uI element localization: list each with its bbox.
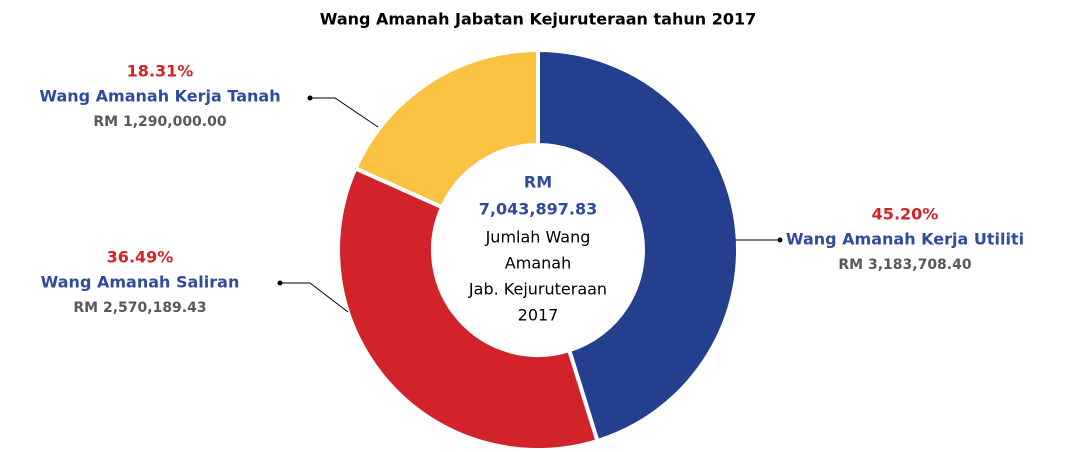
leader-line [310, 97, 379, 128]
amount-label: RM 3,183,708.40 [838, 257, 971, 273]
center-label: Jab. Kejuruteraan [468, 280, 607, 299]
amount-label: RM 2,570,189.43 [73, 300, 206, 316]
donut-slice [336, 165, 600, 452]
center-label: Jumlah Wang [485, 228, 591, 247]
leader-dot [777, 237, 783, 243]
percent-label: 36.49% [107, 248, 174, 267]
leader-line [280, 282, 349, 313]
category-label: Wang Amanah Kerja Utiliti [786, 230, 1024, 249]
category-label: Wang Amanah Kerja Tanah [39, 87, 280, 106]
center-label: Amanah [505, 254, 571, 273]
chart-title: Wang Amanah Jabatan Kejuruteraan tahun 2… [320, 10, 756, 29]
percent-label: 18.31% [127, 62, 194, 81]
amount-label: RM 1,290,000.00 [93, 114, 226, 130]
percent-label: 45.20% [872, 205, 939, 224]
center-label: 2017 [518, 306, 559, 325]
center-hole [435, 147, 641, 353]
center-label: 7,043,897.83 [479, 200, 597, 219]
donut-slice [536, 47, 740, 444]
category-label: Wang Amanah Saliran [41, 273, 240, 292]
donut-slice [352, 47, 540, 210]
leader-dot [307, 95, 313, 101]
center-label: RM [524, 173, 552, 192]
leader-dot [277, 280, 283, 286]
